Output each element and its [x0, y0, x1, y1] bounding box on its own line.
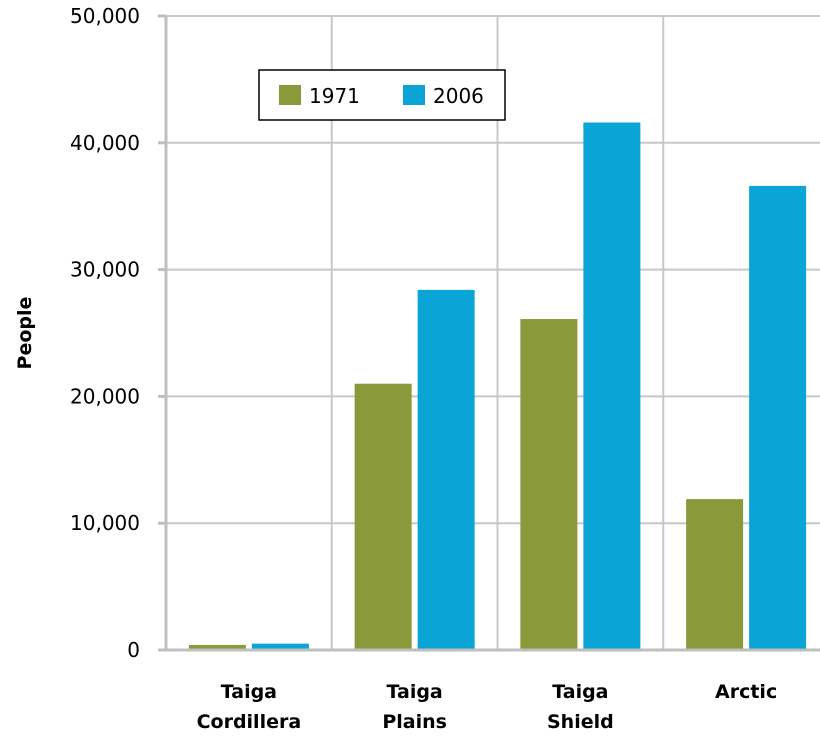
legend-swatch-1971 — [279, 85, 301, 105]
x-tick-label: Taiga Cordillera — [197, 681, 302, 733]
legend-label-1971: 1971 — [309, 84, 360, 108]
legend-label-2006: 2006 — [433, 84, 484, 108]
x-tick-labels: Taiga Cordillera Taiga Plains Taiga Shield Arc… — [197, 681, 778, 733]
x-tick-label: Taiga Plains — [382, 681, 447, 733]
bar-2006-3 — [749, 185, 807, 651]
y-axis-title: People — [14, 297, 36, 370]
bar-1971-0 — [188, 644, 246, 650]
y-tick-labels: 0 10,000 20,000 30,000 40,000 50,000 — [70, 4, 140, 662]
bar-2006-0 — [251, 643, 309, 650]
bar-1971-3 — [686, 499, 744, 650]
legend-swatch-2006 — [403, 85, 425, 105]
axis-layer — [158, 14, 820, 652]
y-tick-label: 30,000 — [70, 258, 140, 282]
legend-box — [258, 69, 506, 121]
grid-layer — [166, 15, 820, 650]
bar-2006-2 — [583, 122, 641, 650]
bars-layer — [188, 122, 807, 651]
bar-1971-1 — [354, 383, 412, 650]
x-tick-label: Taiga Shield — [547, 681, 614, 733]
legend: 1971 2006 — [258, 69, 506, 121]
y-tick-label: 0 — [127, 638, 140, 662]
bar-1971-2 — [520, 319, 578, 650]
y-tick-label: 10,000 — [70, 511, 140, 535]
y-tick-label: 50,000 — [70, 4, 140, 28]
x-tick-label: Arctic — [715, 681, 777, 703]
bar-2006-1 — [417, 289, 475, 650]
y-tick-label: 20,000 — [70, 384, 140, 408]
y-tick-label: 40,000 — [70, 131, 140, 155]
